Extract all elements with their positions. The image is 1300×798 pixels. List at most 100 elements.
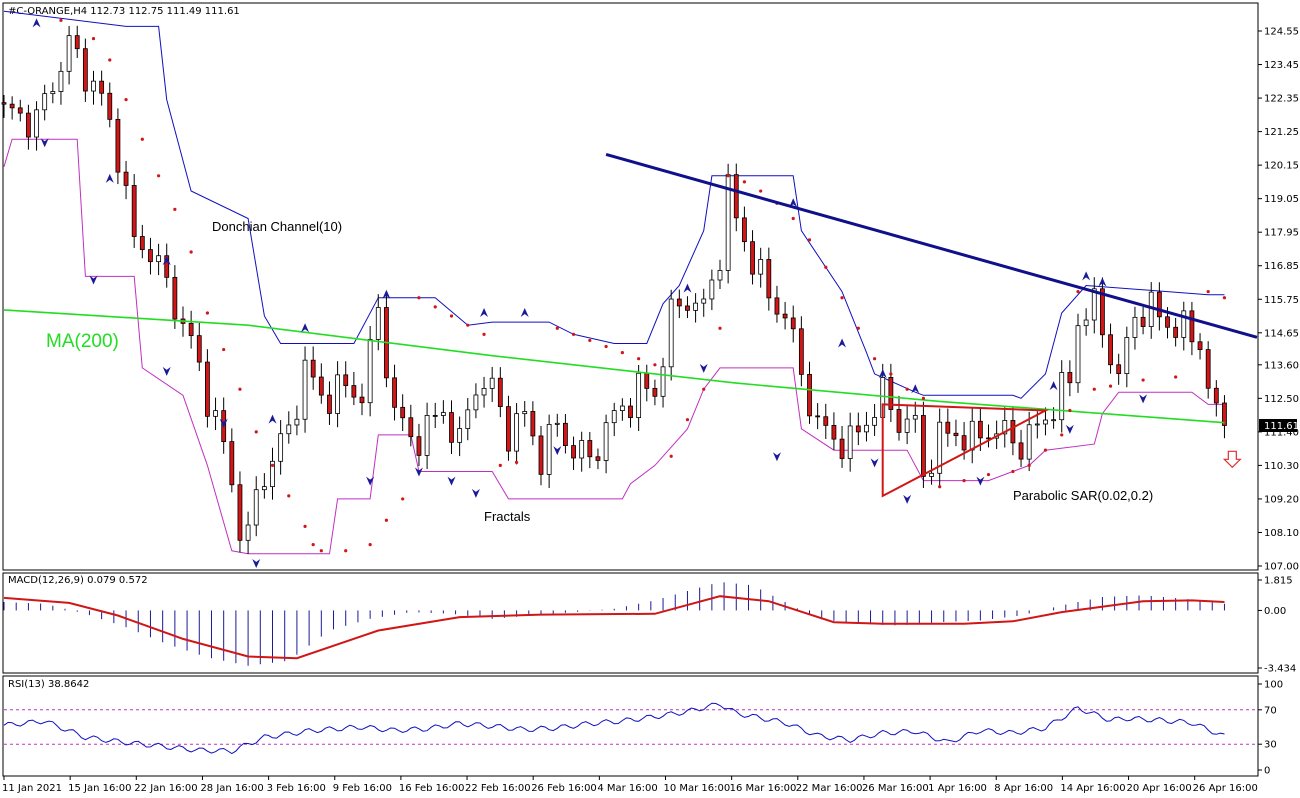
sar-dot — [962, 479, 966, 483]
candle — [693, 293, 698, 323]
candle-body — [58, 70, 64, 92]
candle — [758, 247, 764, 288]
candle — [652, 379, 658, 406]
sar-dot — [742, 180, 747, 184]
candle-body — [1067, 372, 1073, 384]
candle — [440, 400, 446, 424]
candle — [335, 361, 340, 428]
candle-body — [1100, 288, 1105, 336]
candle-body — [205, 361, 210, 417]
fractal-up-icon — [683, 283, 692, 293]
candle-body — [1205, 349, 1211, 389]
rsi-layer — [3, 702, 1257, 755]
sar-dot — [872, 357, 877, 361]
time-axis-tick-label: 9 Feb 16:00 — [333, 783, 392, 794]
fractal-down-icon — [414, 467, 423, 477]
candle — [839, 425, 845, 468]
fractal-up-icon — [1049, 381, 1058, 391]
candle-body — [392, 377, 397, 408]
candle-body — [34, 109, 39, 138]
time-axis-tick-label: 15 Jan 16:00 — [68, 783, 131, 794]
macd-signal-line — [3, 595, 1225, 660]
candle — [945, 408, 951, 447]
sar-dot — [791, 216, 795, 221]
price-axis-tick-label: 108.10 — [1264, 528, 1299, 539]
candle-body — [636, 372, 642, 419]
candle — [725, 163, 731, 284]
candle — [912, 401, 918, 433]
candle-body — [432, 415, 438, 417]
sar-dot — [498, 463, 502, 468]
macd-title: MACD(12,26,9) 0.079 0.572 — [8, 575, 148, 586]
down-arrow-icon — [1222, 450, 1242, 469]
price-pane[interactable] — [2, 2, 1259, 571]
candle — [205, 349, 210, 428]
candle-body — [1034, 423, 1040, 426]
candle-body — [807, 373, 812, 417]
price-axis-tick-label: 114.65 — [1264, 328, 1299, 339]
candle — [603, 414, 609, 474]
candle-body — [359, 396, 365, 404]
sar-dot — [1206, 290, 1210, 294]
candle — [807, 361, 812, 424]
fractal-down-icon — [219, 418, 228, 428]
fractal-up-icon — [878, 368, 887, 378]
macd-pane[interactable] — [2, 572, 1259, 674]
price-axis-tick-label: 123.45 — [1264, 60, 1299, 71]
candle-body — [164, 255, 170, 278]
candle-body — [481, 387, 487, 396]
candle-body — [864, 424, 869, 433]
fractal-down-icon — [699, 363, 708, 373]
candle-body — [1051, 419, 1056, 422]
sar-dot — [1222, 296, 1227, 300]
candle — [400, 394, 406, 432]
fractal-down-icon — [366, 476, 375, 486]
rsi-pane[interactable] — [2, 675, 1259, 777]
price-axis-tick-label: 107.00 — [1264, 562, 1299, 573]
triangle-pattern — [881, 403, 1050, 498]
macd-axis-tick-label: 1.815 — [1264, 576, 1293, 587]
candle — [717, 259, 723, 290]
candle-body — [1108, 334, 1113, 366]
time-axis-tick-label: 1 Apr 16:00 — [928, 783, 987, 794]
candle — [587, 431, 593, 469]
candle — [904, 405, 910, 445]
sar-dot — [401, 497, 405, 501]
fractal-down-icon — [870, 458, 879, 468]
sar-dot — [1043, 448, 1048, 452]
candle-body — [261, 486, 267, 491]
candle-body — [701, 298, 707, 304]
time-axis-tick-label: 22 Feb 16:00 — [465, 783, 531, 794]
sar-dot — [571, 332, 576, 336]
price-axis-tick-label: 116.85 — [1264, 261, 1299, 272]
candle — [546, 414, 552, 489]
candle-body — [416, 436, 422, 456]
sar-dot — [637, 357, 641, 361]
candle — [310, 346, 316, 390]
sar-dot — [604, 344, 608, 349]
candle-body — [522, 411, 528, 415]
candle — [1100, 277, 1105, 348]
sar-dot — [108, 58, 112, 62]
candle-body — [619, 405, 625, 411]
candle — [213, 397, 218, 431]
price-axis-tick-label: 120.15 — [1264, 161, 1299, 172]
fractal-up-icon — [480, 307, 489, 317]
candle — [685, 296, 690, 319]
candle-body — [213, 410, 218, 417]
candle-body — [465, 409, 471, 429]
candle — [514, 402, 519, 465]
price-layer — [1, 10, 1258, 568]
candle — [1173, 317, 1179, 347]
axis-layer: 124.55 123.45 122.35 121.25 120.15 119.05 117.… — [2, 27, 1299, 795]
candle-body — [26, 112, 31, 138]
candle — [522, 401, 528, 427]
fractals-label: Fractals — [484, 509, 531, 524]
candle-body — [123, 171, 129, 186]
candle-body — [1026, 424, 1032, 460]
fractal-down-icon — [772, 452, 781, 462]
candle-body — [1173, 326, 1179, 338]
candle — [668, 289, 674, 381]
price-axis-tick-label: 115.75 — [1264, 295, 1299, 306]
